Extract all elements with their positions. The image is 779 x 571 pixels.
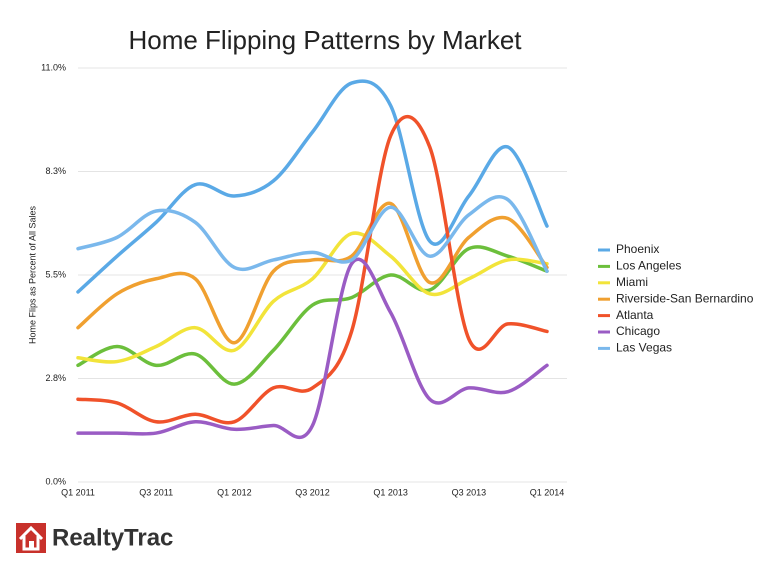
legend-label: Chicago xyxy=(616,324,660,338)
legend-label: Phoenix xyxy=(616,242,659,256)
logo-icon xyxy=(16,523,46,553)
y-tick-label: 5.5% xyxy=(45,269,66,279)
x-tick-label: Q3 2013 xyxy=(452,487,487,497)
logo-text: RealtyTrac xyxy=(52,524,173,551)
x-tick-label: Q1 2014 xyxy=(530,487,565,497)
x-tick-label: Q1 2011 xyxy=(61,487,95,497)
legend-swatch xyxy=(598,297,610,301)
x-tick-label: Q3 2011 xyxy=(139,487,173,497)
y-tick-label: 8.3% xyxy=(45,166,66,176)
chart-title: Home Flipping Patterns by Market xyxy=(128,25,522,55)
y-tick-label: 0.0% xyxy=(45,476,66,486)
y-tick-label: 11.0% xyxy=(41,62,66,72)
line-series xyxy=(76,245,549,386)
x-tick-label: Q1 2013 xyxy=(373,487,408,497)
legend-label: Los Angeles xyxy=(616,259,681,273)
legend-label: Las Vegas xyxy=(616,341,672,355)
line-series xyxy=(76,114,549,425)
x-tick-label: Q1 2012 xyxy=(217,487,252,497)
legend-swatch xyxy=(598,314,610,318)
legend-label: Miami xyxy=(616,275,648,289)
line-series xyxy=(76,231,549,364)
legend-swatch xyxy=(598,248,610,252)
legend-swatch xyxy=(598,264,610,268)
y-axis-label: Home Flips as Percent of All Sales xyxy=(27,205,37,344)
legend-label: Atlanta xyxy=(616,308,654,322)
y-tick-label: 2.8% xyxy=(45,373,66,383)
x-tick-label: Q3 2012 xyxy=(295,487,330,497)
legend-label: Riverside-San Bernardino xyxy=(616,291,754,305)
legend-swatch xyxy=(598,281,610,285)
line-series xyxy=(76,79,549,294)
line-series xyxy=(76,195,549,273)
line-series xyxy=(76,201,549,345)
legend-swatch xyxy=(598,330,610,334)
legend-swatch xyxy=(598,346,610,350)
line-series xyxy=(76,257,549,440)
